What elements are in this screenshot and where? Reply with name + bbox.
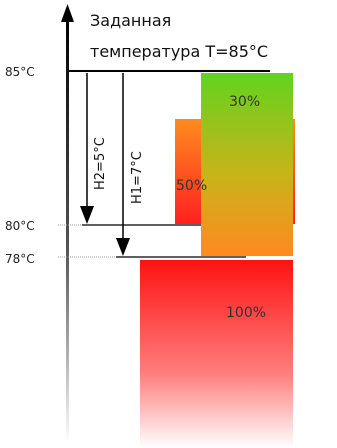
h1-label: H1=7°C [130,151,145,204]
tick-80: 80°C [5,219,35,233]
h2-label: H2=5°C [93,137,108,190]
title-line-1: Заданная [90,11,171,30]
title-line-2: температура T=85°C [90,42,268,61]
temperature-axis [66,18,69,443]
h2-arrowhead [80,206,94,224]
h1-arrowhead [116,238,130,256]
axis-arrowhead [61,4,74,22]
tick-85: 85°C [5,65,35,79]
bar-100-percent [140,260,293,448]
bar-100-label: 100% [226,305,266,321]
bar-50-label: 50% [176,178,207,194]
bar-30-label: 30% [229,94,260,110]
tick-78: 78°C [5,252,35,266]
bar-30-percent [201,73,293,256]
